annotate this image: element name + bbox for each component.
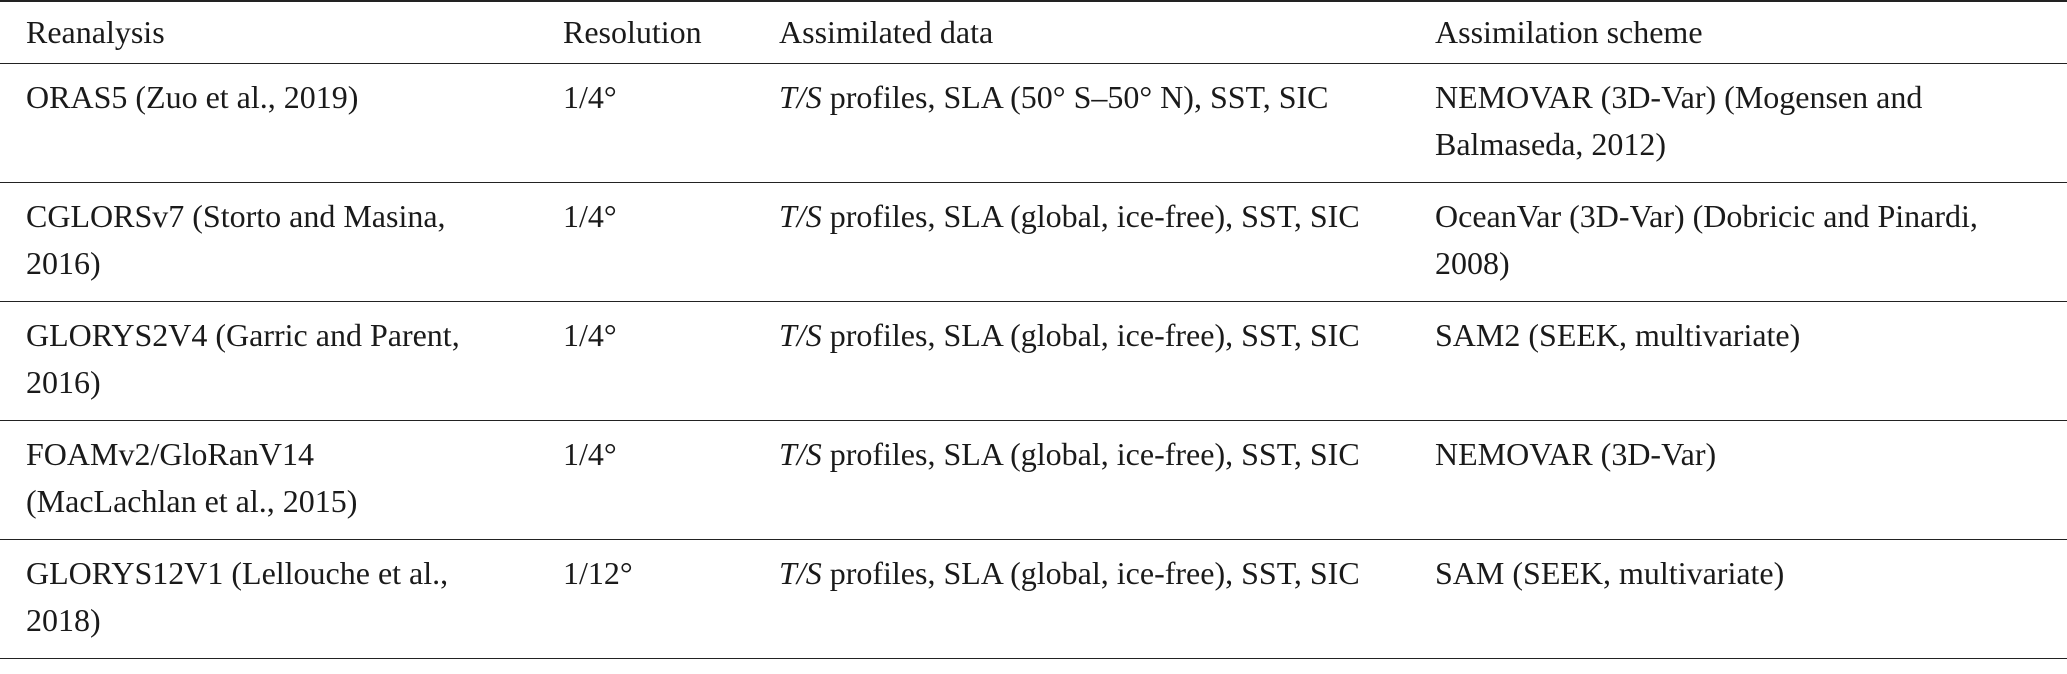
table-cell: ORAS5 (Zuo et al., 2019) [0, 63, 563, 183]
cell-text: profiles, SLA (global, ice-free), SST, S… [829, 555, 1360, 591]
italic-text: T/S [779, 436, 822, 472]
header-cell: Resolution [563, 1, 779, 64]
table-cell: CGLORSv7 (Storto and Masina, 2016) [0, 182, 563, 302]
table-row: CGLORSv7 (Storto and Masina, 2016) 1/4° T/… [0, 182, 2067, 302]
italic-text: T/S [779, 79, 822, 115]
table-cell: T/S profiles, SLA (global, ice-free), SST… [779, 539, 1435, 659]
reanalysis-table: Reanalysis Resolution Assimilated data Assi… [0, 0, 2067, 659]
header-cell: Assimilation scheme [1435, 1, 2067, 64]
cell-text: profiles, SLA (50° S–50° N), SST, SIC [829, 79, 1329, 115]
table-row: FOAMv2/GloRanV14 (MacLachlan et al., 201… [0, 420, 2067, 540]
table-row: GLORYS12V1 (Lellouche et al., 2018) 1/12°… [0, 539, 2067, 659]
italic-text: T/S [779, 198, 822, 234]
table-cell: GLORYS2V4 (Garric and Parent, 2016) [0, 301, 563, 421]
table-cell: 1/12° [563, 539, 779, 659]
cell-text: profiles, SLA (global, ice-free), SST, S… [829, 436, 1360, 472]
table-cell: OceanVar (3D-Var) (Dobricic and Pinardi,… [1435, 182, 2067, 302]
header-row: Reanalysis Resolution Assimilated data Assi… [0, 1, 2067, 64]
cell-text: profiles, SLA (global, ice-free), SST, S… [829, 317, 1360, 353]
table-cell: 1/4° [563, 63, 779, 183]
italic-text: T/S [779, 317, 822, 353]
table-cell: FOAMv2/GloRanV14 (MacLachlan et al., 201… [0, 420, 563, 540]
table-cell: T/S profiles, SLA (50° S–50° N), SST, SIC [779, 63, 1435, 183]
header-cell: Reanalysis [0, 1, 563, 64]
table-row: ORAS5 (Zuo et al., 2019) 1/4° T/S profiles,… [0, 63, 2067, 183]
table-cell: 1/4° [563, 182, 779, 302]
table-body: ORAS5 (Zuo et al., 2019) 1/4° T/S profiles,… [0, 63, 2067, 659]
table-cell: GLORYS12V1 (Lellouche et al., 2018) [0, 539, 563, 659]
table-cell: T/S profiles, SLA (global, ice-free), SST… [779, 182, 1435, 302]
table-cell: NEMOVAR (3D-Var) [1435, 420, 2067, 540]
table-cell: NEMOVAR (3D-Var) (Mogensen and Balmaseda… [1435, 63, 2067, 183]
table-cell: 1/4° [563, 420, 779, 540]
table-cell: T/S profiles, SLA (global, ice-free), SST… [779, 301, 1435, 421]
table-cell: 1/4° [563, 301, 779, 421]
table-cell: SAM (SEEK, multivariate) [1435, 539, 2067, 659]
header-cell: Assimilated data [779, 1, 1435, 64]
table-cell: SAM2 (SEEK, multivariate) [1435, 301, 2067, 421]
cell-text: profiles, SLA (global, ice-free), SST, S… [829, 198, 1360, 234]
table-cell: T/S profiles, SLA (global, ice-free), SST… [779, 420, 1435, 540]
italic-text: T/S [779, 555, 822, 591]
table-row: GLORYS2V4 (Garric and Parent, 2016) 1/4° T… [0, 301, 2067, 421]
